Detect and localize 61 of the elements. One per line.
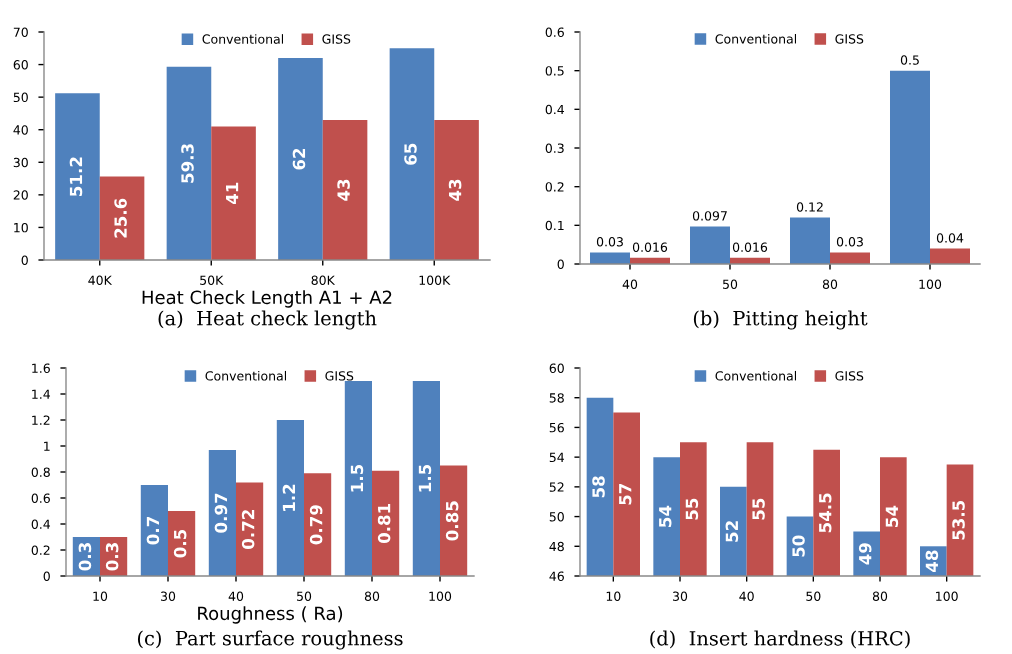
data-label: 1.2 [282,484,295,511]
bar [276,420,304,576]
bar [278,58,323,260]
bar [690,226,730,264]
text: (b) Pitting height [693,310,868,330]
bar [304,473,332,576]
bar [790,217,830,264]
data-label: 54 [659,505,672,527]
data-label: 55 [752,498,765,520]
data-label: 62 [292,148,306,170]
bar [140,485,168,576]
data-label: 43 [337,179,350,201]
data-label: 52 [725,521,739,542]
data-label: 0.85 [445,501,459,541]
bar [440,465,468,576]
data-label: 49 [858,543,872,565]
data-label: 53.5 [952,500,965,540]
data-label: 0.3 [105,543,119,571]
bar [434,119,479,260]
bar [344,381,372,576]
data-label: 1.5 [418,464,432,492]
x-axis-title: Heat Check Length A1 + A2 [142,290,392,308]
data-label: 0.97 [214,493,228,533]
data-label: 51.2 [69,157,83,196]
text: (d) Insert hardness (HRC) [650,630,910,649]
x-axis-title: Roughness ( Ra) [198,606,343,624]
bar [55,93,100,260]
data-label: 0.7 [146,517,160,545]
data-label: 65 [404,143,417,165]
bar [590,252,630,264]
data-label: 0.5 [173,529,187,558]
data-label: 54.5 [819,493,832,533]
text: (a) Heat check length [158,310,377,330]
bar [412,381,440,576]
data-label: 54 [885,505,899,527]
data-label: 50 [792,535,805,557]
text: (c) Part surface roughness [137,630,403,650]
data-label: 41 [226,182,239,205]
bar [830,252,870,264]
bar [890,70,930,264]
data-label: 48 [925,550,939,572]
bar [166,66,212,260]
bar [236,482,264,576]
data-label: 59.3 [181,144,194,183]
bar [372,470,400,576]
data-label: 25.6 [114,198,127,238]
bar [211,126,256,260]
data-label: 57 [619,484,632,505]
data-label: 0.3 [78,543,92,571]
data-label: 43 [448,179,462,201]
data-label: 0.81 [377,503,391,544]
data-label: 55 [685,498,699,520]
bar [322,119,368,260]
bar [208,449,236,576]
bar [930,248,970,264]
bar [99,176,145,260]
data-label: 0.79 [309,505,323,545]
bar [389,48,435,260]
data-label: 1.5 [350,464,364,492]
data-label: 58 [592,476,605,498]
data-label: 0.72 [241,510,255,549]
